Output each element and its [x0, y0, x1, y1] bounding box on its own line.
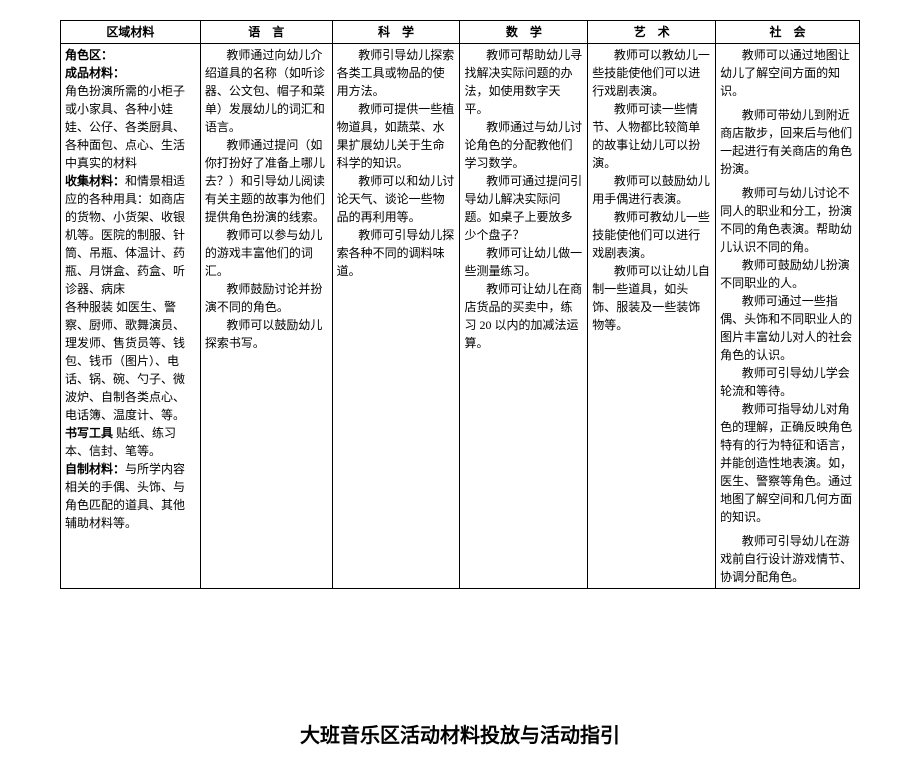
- sci-p4: 教师可引导幼儿探索各种不同的调料味道。: [337, 226, 456, 280]
- cell-art: 教师可以教幼儿一些技能使他们可以进行戏剧表演。 教师可读一些情节、人物都比较简单…: [588, 44, 716, 589]
- soc-p3: 教师可与幼儿讨论不同人的职业和分工，扮演不同的角色表演。帮助幼儿认识不同的角。: [720, 184, 855, 256]
- soc-p8: 教师可引导幼儿在游戏前自行设计游戏情节、协调分配角色。: [720, 532, 855, 586]
- header-society: 社 会: [716, 21, 860, 44]
- cell-language: 教师通过向幼儿介绍道具的名称（如听诊器、公文包、帽子和菜单）发展幼儿的词汇和语言…: [200, 44, 332, 589]
- sci-p2: 教师可提供一些植物道具，如蔬菜、水果扩展幼儿关于生命科学的知识。: [337, 100, 456, 172]
- label-collect-materials: 收集材料：: [65, 174, 125, 188]
- materials-p3: 各种服装 如医生、警察、厨师、歌舞演员、理发师、售货员等、钱包、钱币（图片）、电…: [65, 298, 196, 424]
- lang-p4: 教师鼓励讨论并扮演不同的角色。: [205, 280, 328, 316]
- lang-p1: 教师通过向幼儿介绍道具的名称（如听诊器、公文包、帽子和菜单）发展幼儿的词汇和语言…: [205, 46, 328, 136]
- label-writing-tools: 书写工具: [65, 426, 113, 440]
- art-p3: 教师可以鼓励幼儿用手偶进行表演。: [592, 172, 711, 208]
- art-p5: 教师可以让幼儿自制一些道具，如头饰、服装及一些装饰物等。: [592, 262, 711, 334]
- lang-p2: 教师通过提问（如你打扮好了准备上哪儿去？）和引导幼儿阅读有关主题的故事为他们提供…: [205, 136, 328, 226]
- materials-p2: 和情景相适应的各种用具：如商店的货物、小货架、收银机等。医院的制服、针筒、吊瓶、…: [65, 174, 185, 296]
- materials-table: 区域材料 语 言 科 学 数 学 艺 术 社 会 角色区： 成品材料： 角色扮演…: [60, 20, 860, 589]
- sci-p1: 教师引导幼儿探索各类工具或物品的使用方法。: [337, 46, 456, 100]
- header-language: 语 言: [200, 21, 332, 44]
- lang-p5: 教师可以鼓励幼儿探索书写。: [205, 316, 328, 352]
- soc-p5: 教师可通过一些指偶、头饰和不同职业人的图片丰富幼儿对人的社会角色的认识。: [720, 292, 855, 364]
- sci-p3: 教师可以和幼儿讨论天气、谈论一些物品的再利用等。: [337, 172, 456, 226]
- lang-p3: 教师可以参与幼儿的游戏丰富他们的词汇。: [205, 226, 328, 280]
- art-p4: 教师可教幼儿一些技能使他们可以进行戏剧表演。: [592, 208, 711, 262]
- label-finished-materials: 成品材料：: [65, 66, 125, 80]
- header-science: 科 学: [332, 21, 460, 44]
- cell-society: 教师可以通过地图让幼儿了解空间方面的知识。 教师可带幼儿到附近商店散步，回来后与…: [716, 44, 860, 589]
- label-role-area: 角色区：: [65, 48, 113, 62]
- soc-p7: 教师可指导幼儿对角色的理解，正确反映角色特有的行为特征和语言，并能创造性地表演。…: [720, 400, 855, 526]
- soc-p4: 教师可鼓励幼儿扮演不同职业的人。: [720, 256, 855, 292]
- header-math: 数 学: [460, 21, 588, 44]
- math-p5: 教师可让幼儿在商店货品的买卖中，练习 20 以内的加减法运算。: [464, 280, 583, 352]
- soc-p2: 教师可带幼儿到附近商店散步，回来后与他们一起进行有关商店的角色扮演。: [720, 106, 855, 178]
- math-p2: 教师通过与幼儿讨论角色的分配教他们学习数学。: [464, 118, 583, 172]
- label-handmade-materials: 自制材料：: [65, 462, 125, 476]
- soc-p6: 教师可引导幼儿学会轮流和等待。: [720, 364, 855, 400]
- art-p2: 教师可读一些情节、人物都比较简单的故事让幼儿可以扮演。: [592, 100, 711, 172]
- math-p1: 教师可帮助幼儿寻找解决实际问题的办法，如使用数字天平。: [464, 46, 583, 118]
- materials-p1: 角色扮演所需的小柜子或小家具、各种小娃娃、公仔、各类厨具、各种面包、点心、生活中…: [65, 82, 196, 172]
- math-p4: 教师可让幼儿做一些测量练习。: [464, 244, 583, 280]
- header-art: 艺 术: [588, 21, 716, 44]
- math-p3: 教师可通过提问引导幼儿解决实际问题。如桌子上要放多少个盘子？: [464, 172, 583, 244]
- cell-science: 教师引导幼儿探索各类工具或物品的使用方法。 教师可提供一些植物道具，如蔬菜、水果…: [332, 44, 460, 589]
- footer-title: 大班音乐区活动材料投放与活动指引: [60, 719, 860, 748]
- cell-materials: 角色区： 成品材料： 角色扮演所需的小柜子或小家具、各种小娃娃、公仔、各类厨具、…: [61, 44, 201, 589]
- header-materials: 区域材料: [61, 21, 201, 44]
- soc-p1: 教师可以通过地图让幼儿了解空间方面的知识。: [720, 46, 855, 100]
- table-header-row: 区域材料 语 言 科 学 数 学 艺 术 社 会: [61, 21, 860, 44]
- table-row: 角色区： 成品材料： 角色扮演所需的小柜子或小家具、各种小娃娃、公仔、各类厨具、…: [61, 44, 860, 589]
- art-p1: 教师可以教幼儿一些技能使他们可以进行戏剧表演。: [592, 46, 711, 100]
- cell-math: 教师可帮助幼儿寻找解决实际问题的办法，如使用数字天平。 教师通过与幼儿讨论角色的…: [460, 44, 588, 589]
